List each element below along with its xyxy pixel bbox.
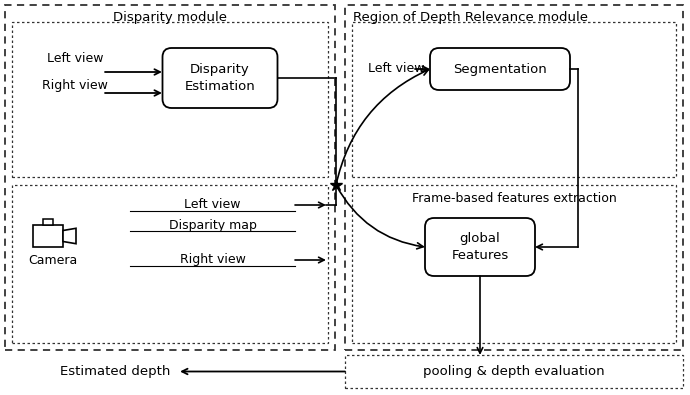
- Text: Camera: Camera: [28, 254, 77, 267]
- Text: Left view: Left view: [47, 51, 104, 64]
- Text: Left view: Left view: [368, 62, 424, 75]
- Text: Disparity module: Disparity module: [113, 11, 227, 24]
- Bar: [12, 185, 328, 343]
- FancyArrowPatch shape: [336, 185, 423, 249]
- Bar: [12, 22, 328, 177]
- Text: pooling & depth evaluation: pooling & depth evaluation: [423, 365, 605, 378]
- Bar: [33, 225, 63, 247]
- Bar: [345, 5, 683, 350]
- Text: global
Features: global Features: [451, 232, 509, 262]
- Bar: [5, 5, 335, 350]
- Bar: [352, 185, 676, 343]
- Text: Estimated depth: Estimated depth: [60, 365, 170, 378]
- Text: Right view: Right view: [42, 79, 108, 92]
- Text: Right view: Right view: [179, 254, 246, 267]
- Text: Disparity map: Disparity map: [168, 218, 257, 231]
- Text: Segmentation: Segmentation: [453, 62, 547, 75]
- Polygon shape: [63, 228, 76, 244]
- Text: Frame-based features extraction: Frame-based features extraction: [412, 192, 616, 205]
- Text: Region of Depth Relevance module: Region of Depth Relevance module: [353, 11, 588, 24]
- FancyBboxPatch shape: [425, 218, 535, 276]
- FancyBboxPatch shape: [430, 48, 570, 90]
- Text: Left view: Left view: [184, 199, 241, 211]
- Bar: [43, 219, 53, 225]
- Bar: [352, 22, 676, 177]
- Bar: [345, 355, 683, 388]
- Text: Disparity
Estimation: Disparity Estimation: [185, 63, 255, 93]
- FancyArrowPatch shape: [336, 70, 428, 185]
- FancyBboxPatch shape: [163, 48, 277, 108]
